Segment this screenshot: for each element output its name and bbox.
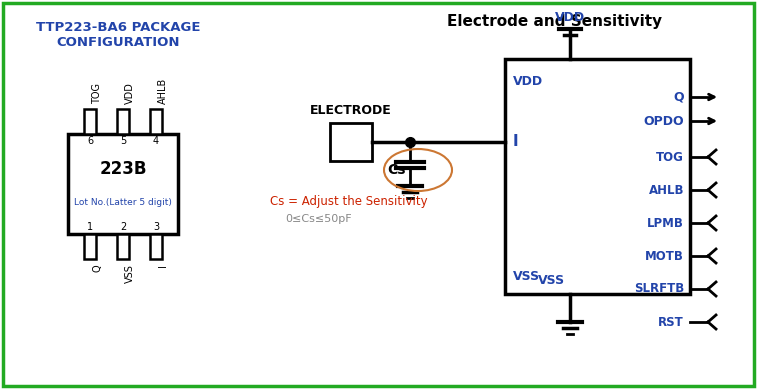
Text: I: I (513, 133, 519, 149)
Bar (150, 234, 162, 259)
Bar (150, 109, 162, 134)
Bar (330, 123, 372, 161)
Text: I: I (158, 264, 168, 267)
Text: TOG: TOG (92, 83, 102, 104)
Text: Cs: Cs (387, 163, 405, 177)
Text: VSS: VSS (538, 273, 565, 287)
Bar (68, 134, 178, 234)
Text: SLRFTB: SLRFTB (634, 282, 684, 296)
Text: 5: 5 (120, 136, 126, 146)
Text: TTP223-BA6 PACKAGE: TTP223-BA6 PACKAGE (36, 21, 201, 34)
Text: 3: 3 (153, 222, 159, 232)
Bar (84, 234, 96, 259)
Text: VDD: VDD (555, 11, 585, 24)
Bar (117, 109, 129, 134)
Bar (84, 109, 96, 134)
Text: Q: Q (92, 264, 102, 272)
Text: 0≤Cs≤50pF: 0≤Cs≤50pF (285, 214, 351, 224)
Text: Lot No.(Latter 5 digit): Lot No.(Latter 5 digit) (74, 198, 172, 207)
Text: VSS: VSS (513, 270, 540, 282)
Text: VDD: VDD (125, 82, 135, 104)
Text: MOTB: MOTB (645, 249, 684, 263)
Text: AHLB: AHLB (158, 78, 168, 104)
Text: 223B: 223B (99, 160, 147, 178)
Text: Cs = Adjust the Sensitivity: Cs = Adjust the Sensitivity (270, 194, 428, 207)
Text: CONFIGURATION: CONFIGURATION (56, 36, 179, 49)
Text: VDD: VDD (513, 75, 543, 88)
Bar (505, 59, 690, 294)
Text: ELECTRODE: ELECTRODE (310, 103, 392, 116)
Text: AHLB: AHLB (649, 184, 684, 196)
Text: 1: 1 (87, 222, 93, 232)
Text: VSS: VSS (125, 264, 135, 283)
Text: RST: RST (659, 315, 684, 328)
Text: Q: Q (674, 91, 684, 103)
Text: 4: 4 (153, 136, 159, 146)
Text: 6: 6 (87, 136, 93, 146)
Text: Electrode and Sensitivity: Electrode and Sensitivity (447, 14, 662, 29)
Text: TOG: TOG (656, 151, 684, 163)
Text: LPMB: LPMB (647, 217, 684, 230)
Text: OPDO: OPDO (643, 114, 684, 128)
Text: 2: 2 (120, 222, 126, 232)
Bar (117, 234, 129, 259)
